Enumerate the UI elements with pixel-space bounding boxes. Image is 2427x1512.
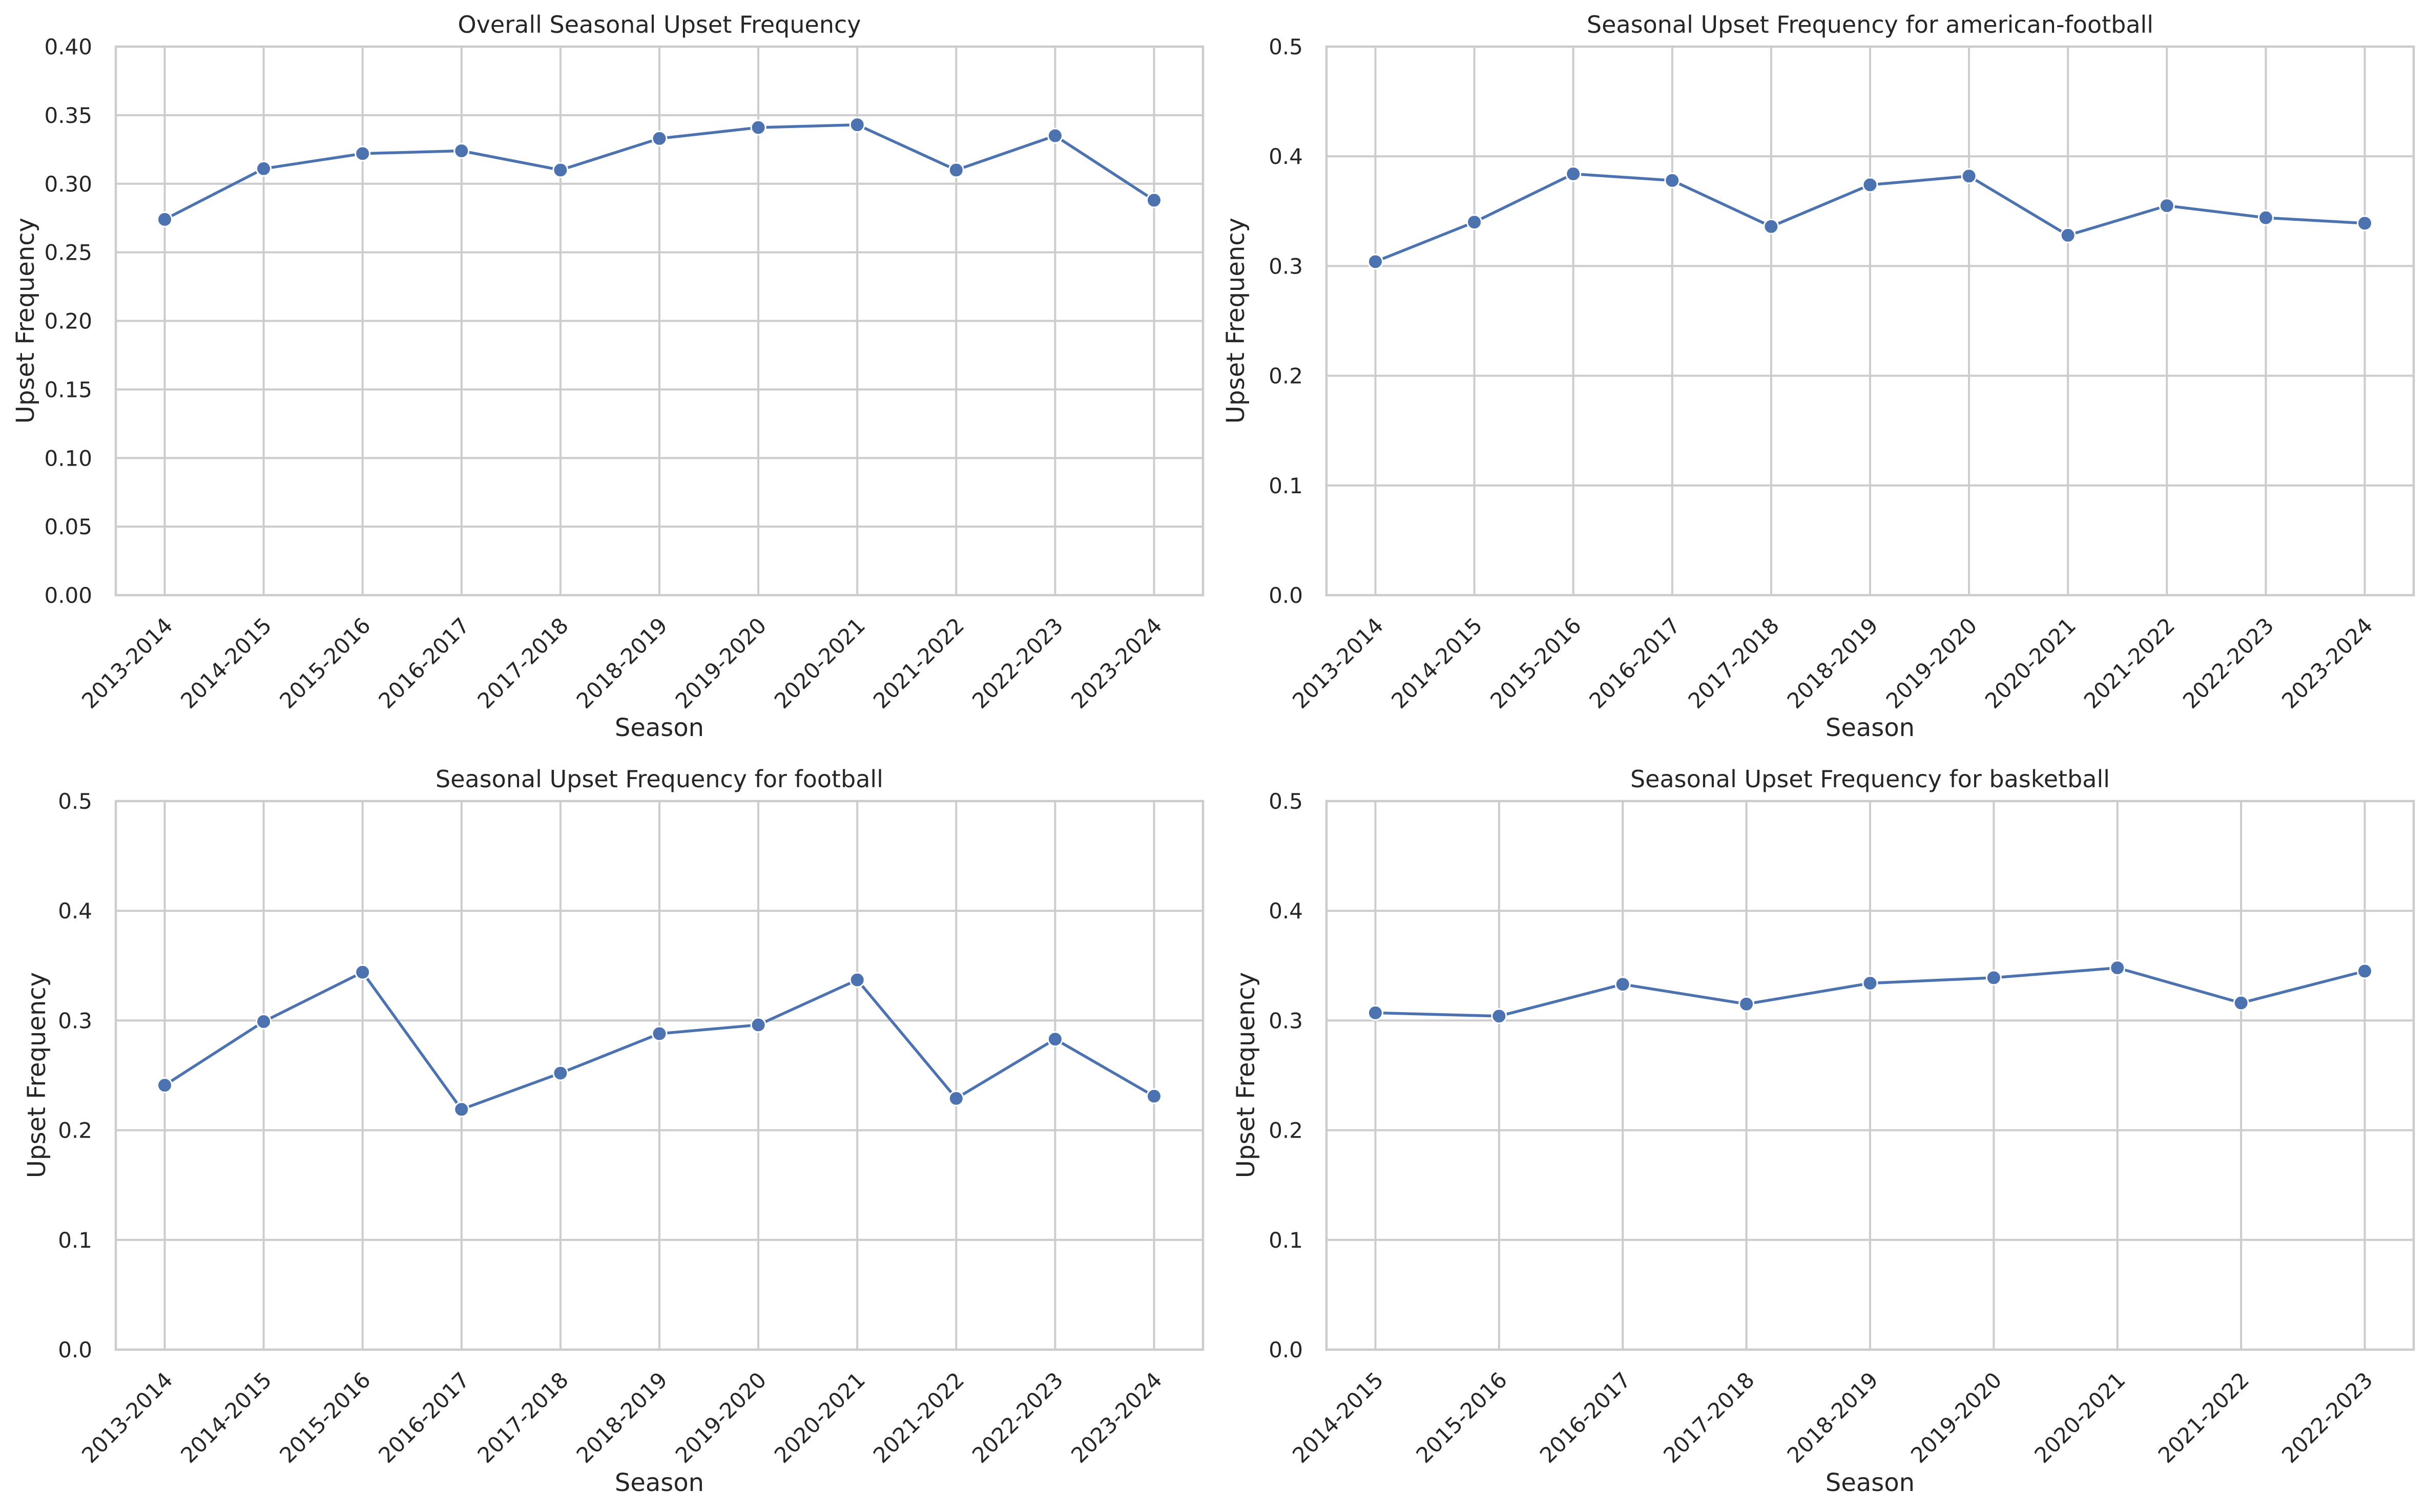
y-tick-label: 0.10 [44, 446, 92, 471]
data-point [849, 972, 865, 988]
y-tick-label: 0.5 [58, 789, 92, 814]
data-point [552, 1065, 569, 1081]
data-point [2233, 995, 2249, 1011]
data-point [156, 1077, 173, 1094]
data-point [1367, 1004, 1383, 1021]
data-point [1047, 128, 1063, 144]
y-axis-label: Upset Frequency [23, 972, 51, 1178]
y-tick-label: 0.2 [1269, 364, 1303, 389]
y-tick-label: 0.2 [58, 1118, 92, 1143]
data-point [355, 964, 371, 980]
panel-title: Overall Seasonal Upset Frequency [458, 11, 861, 38]
y-tick-label: 0.00 [44, 583, 92, 608]
data-point [256, 1014, 272, 1030]
y-tick-label: 0.15 [44, 377, 92, 402]
data-point [2357, 963, 2373, 979]
data-point [948, 1090, 964, 1106]
y-tick-label: 0.35 [44, 103, 92, 128]
data-point [355, 145, 371, 162]
data-point [2357, 215, 2373, 232]
y-tick-label: 0.3 [58, 1008, 92, 1033]
y-tick-label: 0.5 [1269, 789, 1303, 814]
data-point [2060, 227, 2076, 243]
plot-frame [114, 45, 1205, 597]
data-point [552, 162, 569, 178]
data-point [1664, 172, 1681, 188]
y-tick-label: 0.0 [1269, 583, 1303, 608]
data-point [1862, 975, 1878, 992]
plot-frame [1325, 45, 2415, 597]
data-point [1985, 970, 2002, 986]
y-tick-label: 0.4 [1269, 898, 1303, 923]
data-point [1146, 1088, 1163, 1104]
y-tick-label: 0.1 [1269, 1228, 1303, 1253]
y-tick-label: 0.4 [1269, 144, 1303, 169]
data-point [750, 1017, 766, 1033]
panel-title: Seasonal Upset Frequency for american-fo… [1587, 11, 2153, 38]
data-point [1738, 996, 1755, 1012]
data-point [849, 117, 865, 133]
data-point [948, 162, 964, 178]
y-axis-label: Upset Frequency [1221, 218, 1250, 424]
data-point [453, 142, 470, 159]
y-tick-label: 0.2 [1269, 1118, 1303, 1143]
data-point [1862, 177, 1878, 193]
data-point [1961, 168, 1977, 184]
plot-frame [114, 800, 1205, 1351]
y-tick-label: 0.5 [1269, 34, 1303, 59]
y-tick-label: 0.0 [1269, 1337, 1303, 1362]
y-tick-label: 0.25 [44, 240, 92, 265]
x-axis-label: Season [615, 713, 704, 742]
data-point [1763, 218, 1779, 235]
data-point [2257, 209, 2274, 226]
y-axis-label: Upset Frequency [11, 218, 40, 424]
data-point [1146, 192, 1163, 208]
x-axis-label: Season [1826, 1468, 1915, 1497]
y-tick-label: 0.05 [44, 514, 92, 539]
data-point [651, 130, 668, 146]
data-point [750, 119, 766, 136]
data-point [1491, 1008, 1507, 1024]
data-point [1466, 214, 1483, 230]
data-point [453, 1101, 470, 1118]
y-tick-label: 0.3 [1269, 254, 1303, 279]
y-tick-label: 0.4 [58, 898, 92, 923]
y-tick-label: 0.0 [58, 1337, 92, 1362]
data-point [256, 160, 272, 177]
data-point [1614, 976, 1631, 993]
panel-title: Seasonal Upset Frequency for football [435, 765, 883, 793]
y-tick-label: 0.1 [1269, 473, 1303, 498]
data-point [156, 211, 173, 227]
data-point [2159, 198, 2175, 214]
data-point [2109, 960, 2126, 976]
y-tick-label: 0.3 [1269, 1008, 1303, 1033]
y-axis-label: Upset Frequency [1232, 972, 1260, 1178]
x-axis-label: Season [615, 1468, 704, 1497]
y-tick-label: 0.20 [44, 309, 92, 334]
panel-title: Seasonal Upset Frequency for basketball [1630, 765, 2110, 793]
data-point [1367, 254, 1383, 270]
data-point [1565, 165, 1582, 182]
data-point [651, 1025, 668, 1042]
y-tick-label: 0.1 [58, 1228, 92, 1253]
data-point [1047, 1031, 1063, 1047]
x-axis-label: Season [1826, 713, 1915, 742]
y-tick-label: 0.40 [44, 34, 92, 59]
y-tick-label: 0.30 [44, 172, 92, 197]
plot-frame [1325, 800, 2415, 1351]
